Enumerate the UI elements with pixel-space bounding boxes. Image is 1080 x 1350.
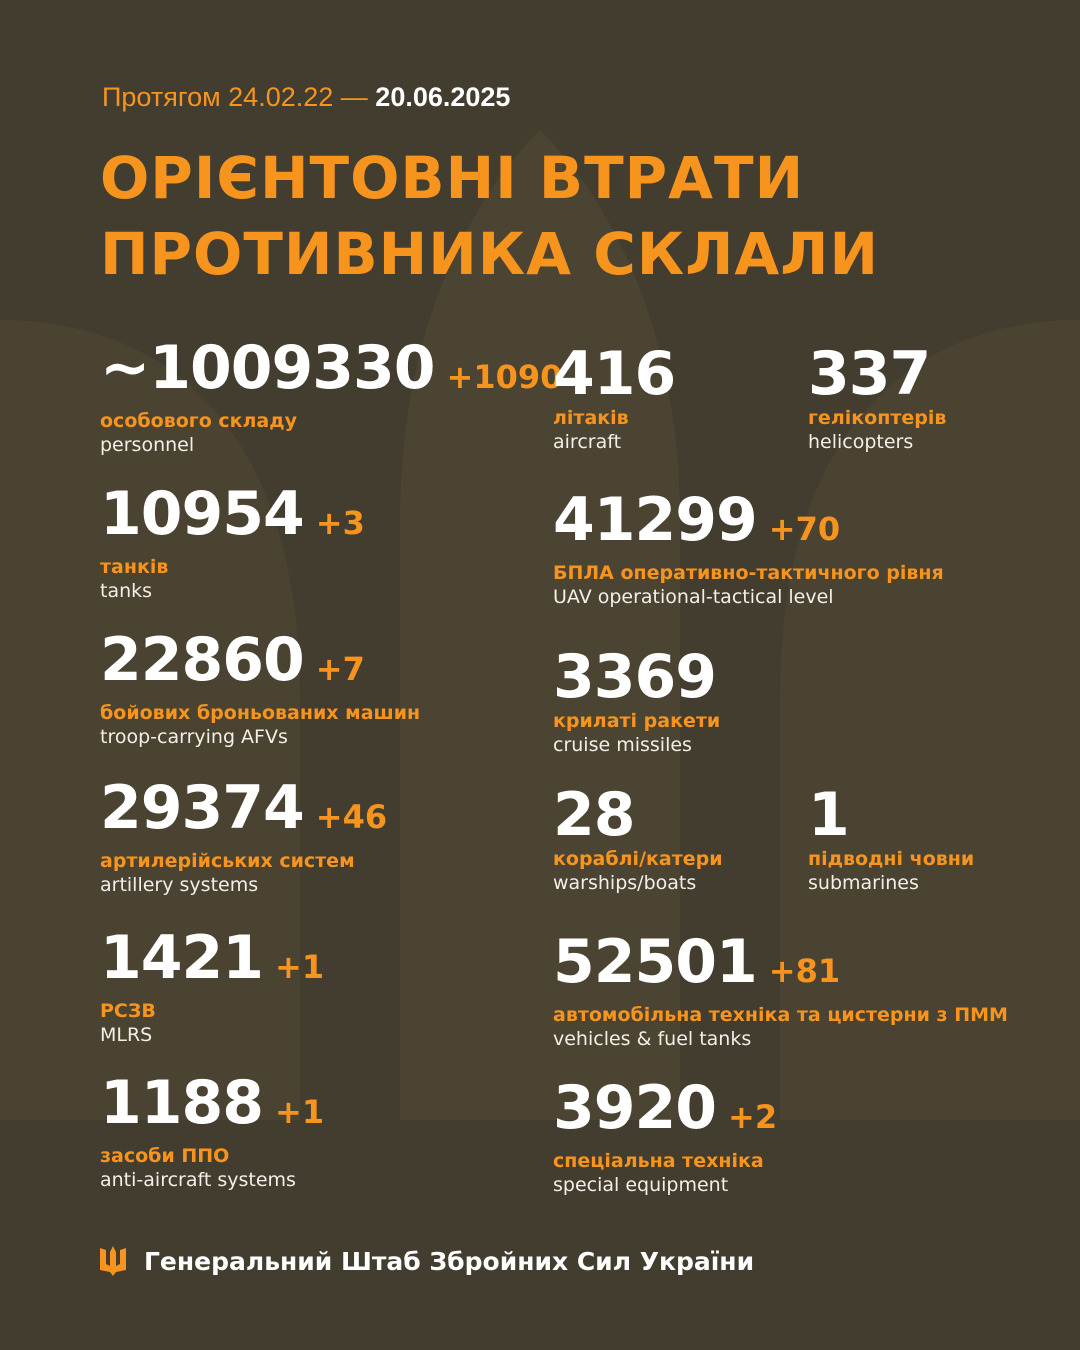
- stat-value: 416: [553, 339, 676, 409]
- value: 22860: [100, 625, 305, 695]
- label-ua: гелікоптерів: [808, 407, 947, 429]
- label-ua: БПЛА оперативно-тактичного рівня: [553, 562, 944, 584]
- label-ua: спеціальна техніка: [553, 1150, 764, 1172]
- daily-delta: +2: [728, 1098, 778, 1136]
- value: 416: [553, 339, 676, 409]
- value: 3920: [553, 1073, 717, 1143]
- value: 1421: [100, 923, 264, 993]
- stat-afv: 22860 +7 бойових броньованих машин troop-…: [100, 628, 420, 750]
- stat-helicopters: 337 гелікоптерів helicopters: [808, 342, 946, 455]
- label-ua: крилаті ракети: [553, 710, 721, 732]
- label-ua: артилерійських систем: [100, 850, 355, 872]
- label-en: aircraft: [553, 431, 622, 453]
- stat-value: 41299 +70: [553, 488, 944, 561]
- label-ua: бойових броньованих машин: [100, 702, 421, 724]
- label-en: UAV operational-tactical level: [553, 586, 834, 608]
- period-start: Протягом 24.02.22 —: [102, 82, 368, 112]
- value: 337: [808, 339, 931, 409]
- label-ua: автомобільна техніка та цистерни з ПММ: [553, 1004, 1008, 1026]
- stat-value: 1421 +1: [100, 926, 324, 999]
- value: 3369: [553, 642, 717, 712]
- stat-cruise-missiles: 3369 крилаті ракети cruise missiles: [553, 645, 720, 758]
- stat-value: 1188 +1: [100, 1071, 324, 1144]
- period-end: 20.06.2025: [375, 82, 511, 112]
- title-line-1: ОРІЄНТОВНІ ВТРАТИ: [100, 144, 805, 212]
- value: 1188: [100, 1068, 264, 1138]
- label-ua: засоби ППО: [100, 1145, 230, 1167]
- value: 28: [553, 780, 635, 850]
- value: 1: [808, 780, 850, 850]
- footer-org: Генеральний Штаб Збройних Сил України: [144, 1246, 755, 1276]
- daily-delta: +1090: [446, 358, 563, 396]
- label-en: troop-carrying AFVs: [100, 726, 288, 748]
- label-ua: танків: [100, 556, 169, 578]
- stat-artillery: 29374 +46 артилерійських систем artillery…: [100, 776, 387, 898]
- stat-vehicles: 52501 +81 автомобільна техніка та цистерн…: [553, 930, 1008, 1052]
- value: 29374: [100, 773, 305, 843]
- period: Протягом 24.02.22 — 20.06.2025: [102, 82, 510, 113]
- daily-delta: +70: [768, 510, 841, 548]
- daily-delta: +3: [315, 504, 365, 542]
- label-en: warships/boats: [553, 872, 697, 894]
- label-en: MLRS: [100, 1024, 153, 1046]
- daily-delta: +81: [768, 952, 841, 990]
- stat-tanks: 10954 +3 танків tanks: [100, 482, 365, 604]
- label-en: submarines: [808, 872, 919, 894]
- stat-value: 1: [808, 783, 974, 847]
- daily-delta: +7: [315, 650, 365, 688]
- value: ~1009330: [100, 333, 436, 403]
- value: 52501: [553, 927, 758, 997]
- page-title: ОРІЄНТОВНІ ВТРАТИ ПРОТИВНИКА СКЛАЛИ: [100, 140, 879, 292]
- daily-delta: +1: [275, 948, 325, 986]
- stat-submarines: 1 підводні човни submarines: [808, 783, 974, 896]
- stat-value: 3369: [553, 645, 720, 709]
- value: 10954: [100, 479, 305, 549]
- label-ua: літаків: [553, 407, 629, 429]
- stat-warships: 28 кораблі/катери warships/boats: [553, 783, 723, 896]
- stat-value: 10954 +3: [100, 482, 365, 555]
- footer: Генеральний Штаб Збройних Сил України: [100, 1246, 754, 1276]
- trident-icon: [100, 1246, 126, 1276]
- label-en: helicopters: [808, 431, 914, 453]
- stat-mlrs: 1421 +1 РСЗВ MLRS: [100, 926, 324, 1048]
- value: 41299: [553, 485, 758, 555]
- stat-value: 28: [553, 783, 723, 847]
- daily-delta: +46: [315, 798, 388, 836]
- label-en: anti-aircraft systems: [100, 1169, 296, 1191]
- stat-value: 29374 +46: [100, 776, 387, 849]
- label-en: special equipment: [553, 1174, 729, 1196]
- stat-value: 3920 +2: [553, 1076, 777, 1149]
- stat-air-defense: 1188 +1 засоби ППО anti-aircraft systems: [100, 1071, 324, 1193]
- label-en: vehicles & fuel tanks: [553, 1028, 752, 1050]
- label-ua: кораблі/катери: [553, 848, 723, 870]
- stat-uav: 41299 +70 БПЛА оперативно-тактичного рівн…: [553, 488, 944, 610]
- stat-value: 22860 +7: [100, 628, 420, 701]
- label-en: artillery systems: [100, 874, 259, 896]
- daily-delta: +1: [275, 1093, 325, 1131]
- stat-value: 52501 +81: [553, 930, 1008, 1003]
- stat-value: ~1009330 +1090: [100, 336, 562, 409]
- stat-aircraft: 416 літаків aircraft: [553, 339, 676, 455]
- label-ua: РСЗВ: [100, 1000, 156, 1022]
- stat-special-equipment: 3920 +2 спеціальна техніка special equipm…: [553, 1076, 777, 1198]
- label-ua: підводні човни: [808, 848, 975, 870]
- label-en: personnel: [100, 434, 195, 456]
- title-line-2: ПРОТИВНИКА СКЛАЛИ: [100, 220, 879, 288]
- label-en: tanks: [100, 580, 153, 602]
- stat-value: 337: [808, 342, 946, 406]
- stat-personnel: ~1009330 +1090 особового складу personnel: [100, 336, 562, 458]
- label-ua: особового складу: [100, 410, 297, 432]
- label-en: cruise missiles: [553, 734, 692, 756]
